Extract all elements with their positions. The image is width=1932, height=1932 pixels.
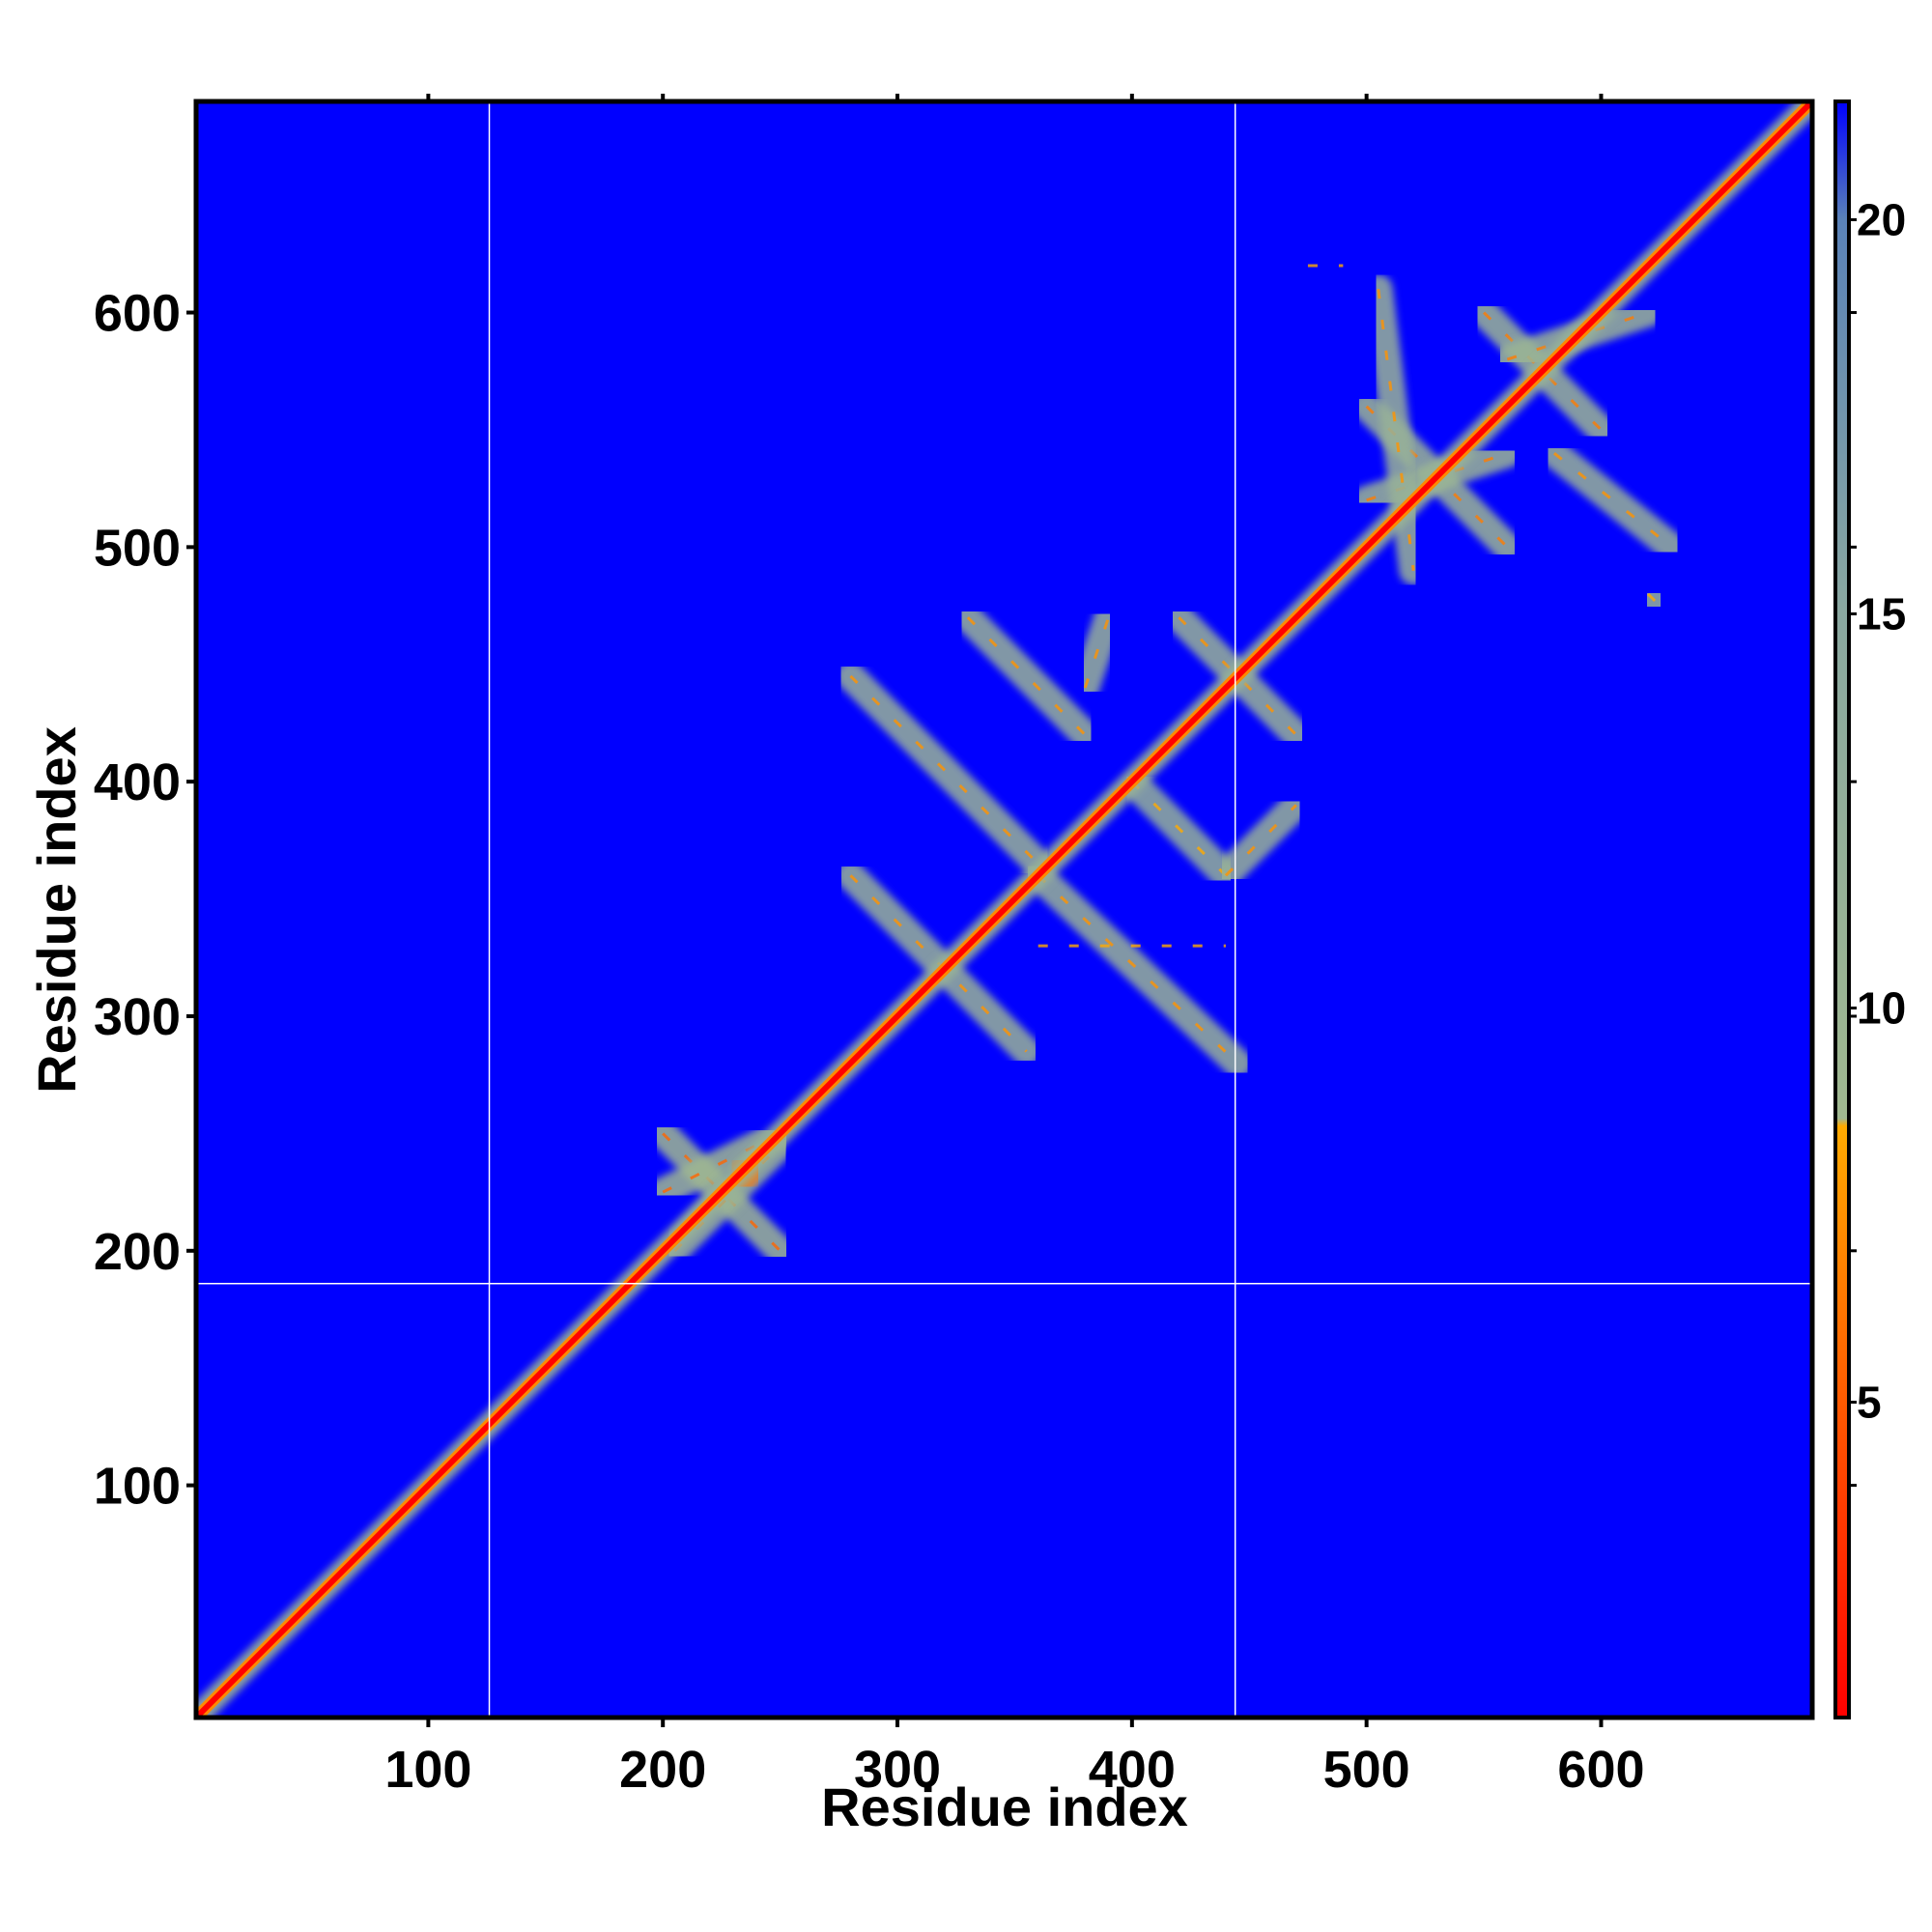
contact-band-7 bbox=[1023, 861, 1253, 1078]
contact-band-11 bbox=[1210, 790, 1311, 891]
colorbar-tick-label: 20 bbox=[1857, 194, 1906, 244]
colorbar-tick-label: 15 bbox=[1857, 588, 1906, 639]
colorbar: 5 10 15 20 bbox=[1833, 99, 1906, 1719]
x-tick-label: 200 bbox=[619, 1741, 706, 1799]
contact-band-15 bbox=[1363, 274, 1429, 585]
x-tick-label: 500 bbox=[1323, 1741, 1410, 1799]
contact-core-18 bbox=[1552, 452, 1673, 549]
y-axis-ticks: 100 200 300 400 500 600 bbox=[94, 285, 196, 1516]
y-tick-label: 600 bbox=[94, 285, 181, 343]
colorbar-tick-label: 5 bbox=[1857, 1378, 1882, 1428]
x-tick-label: 300 bbox=[854, 1741, 941, 1799]
domain-divider-lines bbox=[196, 101, 1812, 1718]
contact-band-6 bbox=[952, 603, 1100, 750]
y-tick-label: 400 bbox=[94, 753, 181, 811]
y-tick-label: 300 bbox=[94, 988, 181, 1046]
contact-core-10 bbox=[1130, 781, 1228, 877]
colorbar-gradient bbox=[1833, 99, 1851, 1719]
y-tick-label: 200 bbox=[94, 1223, 181, 1281]
x-tick-label: 100 bbox=[384, 1741, 471, 1799]
x-axis-ticks: 100 200 300 400 500 600 bbox=[384, 94, 1645, 1799]
x-tick-label: 600 bbox=[1557, 1741, 1644, 1799]
colorbar-tick-label: 10 bbox=[1857, 983, 1906, 1034]
plot-border bbox=[193, 99, 1815, 1720]
heatmap-contacts bbox=[196, 101, 1812, 1718]
diagonal-line bbox=[196, 101, 1812, 1718]
y-axis-title: Residue index bbox=[26, 726, 87, 1094]
x-tick-label: 400 bbox=[1089, 1741, 1176, 1799]
contact-core-1 bbox=[662, 1132, 781, 1194]
plot-frame bbox=[193, 99, 1815, 1720]
y-tick-label: 500 bbox=[94, 519, 181, 577]
y-tick-label: 100 bbox=[94, 1458, 181, 1516]
contact-core-20 bbox=[1646, 592, 1662, 608]
contact-core-8 bbox=[1083, 616, 1110, 689]
x-axis-title: Residue index bbox=[821, 1776, 1188, 1837]
contact-core-4 bbox=[849, 674, 1039, 866]
